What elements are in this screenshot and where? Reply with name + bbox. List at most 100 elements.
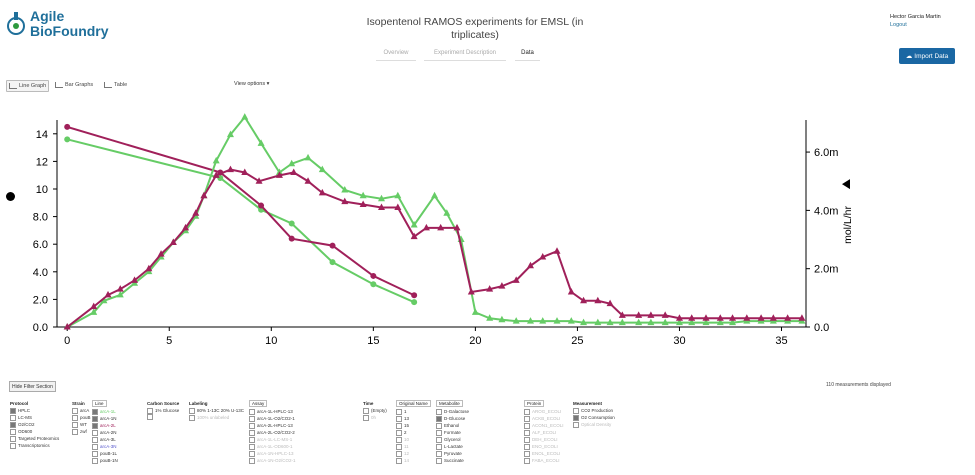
filter-item[interactable]: arcA-1L-LC-MS-1 [249, 436, 296, 443]
filter-item[interactable]: arcA-1N-O2/CO2-1 [249, 457, 296, 464]
checkbox[interactable] [436, 415, 442, 422]
checkbox[interactable] [92, 429, 98, 436]
filter-item[interactable]: Transcriptomics [10, 442, 59, 449]
tab-data[interactable]: Data [515, 50, 540, 61]
checkbox[interactable] [92, 443, 98, 450]
filter-item[interactable]: arcA-1L-O2/CO2-1 [249, 415, 296, 422]
checkbox[interactable] [436, 457, 442, 464]
checkbox[interactable] [249, 436, 255, 443]
filter-item[interactable]: (Empty) [363, 407, 387, 414]
filter-item[interactable]: arcA-2L-O2/CO2-2 [249, 429, 296, 436]
filter-item[interactable]: 15 [396, 422, 431, 429]
filter-column-title[interactable]: Assay [249, 400, 268, 407]
filter-item[interactable]: arcA-3L [92, 436, 118, 443]
filter-item[interactable]: arcA-2L [92, 422, 118, 429]
checkbox[interactable] [396, 429, 402, 436]
checkbox[interactable] [92, 450, 98, 457]
filter-item[interactable]: ACKB_ECOLI [524, 415, 564, 422]
filter-item[interactable]: Glycerol [436, 436, 469, 443]
filter-item[interactable]: CO2 Production [573, 407, 615, 414]
filter-item[interactable]: 12 [396, 450, 431, 457]
filter-item[interactable]: arcA-1N [92, 415, 118, 422]
filter-item[interactable]: L-Lactate [436, 443, 469, 450]
checkbox[interactable] [436, 443, 442, 450]
filter-item[interactable]: O2/CO2 [10, 421, 59, 428]
filter-item[interactable]: ACON1_ECOLI [524, 422, 564, 429]
tab-overview[interactable]: Overview [376, 50, 416, 61]
filter-column-title[interactable]: Original Name [396, 400, 431, 407]
checkbox[interactable] [436, 450, 442, 457]
checkbox[interactable] [92, 408, 98, 415]
filter-item[interactable]: WT [72, 421, 91, 428]
checkbox[interactable] [436, 436, 442, 443]
line-graph-button[interactable]: Line Graph [6, 80, 50, 92]
checkbox[interactable] [10, 435, 16, 442]
checkbox[interactable] [72, 414, 78, 421]
checkbox[interactable] [249, 408, 255, 415]
filter-item[interactable]: 14 [396, 457, 431, 464]
checkbox[interactable] [72, 421, 78, 428]
filter-item[interactable]: arcA-3N [92, 443, 118, 450]
checkbox[interactable] [147, 414, 153, 420]
filter-item[interactable]: 0h [363, 414, 387, 421]
filter-item[interactable]: Formate [436, 429, 469, 436]
checkbox[interactable] [396, 422, 402, 429]
checkbox[interactable] [573, 407, 579, 414]
checkbox[interactable] [249, 457, 255, 464]
checkbox[interactable] [524, 408, 530, 415]
checkbox[interactable] [396, 415, 402, 422]
checkbox[interactable] [524, 422, 530, 429]
filter-item[interactable]: Succinate [436, 457, 469, 464]
filter-item[interactable]: O2 Consumption [573, 414, 615, 421]
filter-item[interactable]: LC-MS [10, 414, 59, 421]
checkbox[interactable] [92, 457, 98, 464]
checkbox[interactable] [147, 407, 153, 414]
filter-item[interactable]: pouB-1N [92, 457, 118, 464]
checkbox[interactable] [249, 415, 255, 422]
filter-item[interactable]: 1% Glucose [147, 407, 179, 414]
filter-item[interactable]: AROG_ECOLI [524, 408, 564, 415]
checkbox[interactable] [396, 443, 402, 450]
checkbox[interactable] [189, 407, 195, 414]
filter-item[interactable]: 10 [396, 436, 431, 443]
filter-item[interactable]: 13 [396, 415, 431, 422]
filter-item[interactable]: D-Galactose [436, 408, 469, 415]
checkbox[interactable] [249, 450, 255, 457]
filter-item[interactable]: arcA-1N-HPLC-13 [249, 450, 296, 457]
checkbox[interactable] [10, 407, 16, 414]
filter-item[interactable] [147, 414, 179, 420]
filter-item[interactable]: arcA-2N [92, 429, 118, 436]
checkbox[interactable] [396, 436, 402, 443]
checkbox[interactable] [396, 450, 402, 457]
filter-item[interactable]: arcA-1L-OD600-1 [249, 443, 296, 450]
filter-item[interactable]: arcA-1L [92, 408, 118, 415]
checkbox[interactable] [436, 408, 442, 415]
filter-item[interactable]: Targeted Proteomics [10, 435, 59, 442]
checkbox[interactable] [436, 429, 442, 436]
filter-item[interactable]: D-Glucose [436, 415, 469, 422]
filter-item[interactable]: OD600 [10, 428, 59, 435]
checkbox[interactable] [249, 422, 255, 429]
checkbox[interactable] [524, 436, 530, 443]
filter-column-title[interactable]: Protein [524, 400, 545, 407]
checkbox[interactable] [92, 415, 98, 422]
filter-item[interactable]: arcA-2L-HPLC-13 [249, 422, 296, 429]
filter-item[interactable]: arcA-1L-HPLC-13 [249, 408, 296, 415]
checkbox[interactable] [363, 414, 369, 421]
filter-item[interactable]: arcA [72, 407, 91, 414]
checkbox[interactable] [92, 436, 98, 443]
filter-item[interactable]: Ethanol [436, 422, 469, 429]
checkbox[interactable] [72, 407, 78, 414]
checkbox[interactable] [573, 421, 579, 428]
filter-column-title[interactable]: Line [92, 400, 107, 407]
checkbox[interactable] [72, 428, 78, 435]
table-button[interactable]: Table [104, 80, 127, 90]
checkbox[interactable] [396, 408, 402, 415]
hide-filter-section-button[interactable]: Hide Filter Section [9, 381, 56, 392]
checkbox[interactable] [189, 414, 195, 421]
filter-item[interactable]: DEH_ECOLI [524, 436, 564, 443]
checkbox[interactable] [10, 428, 16, 435]
filter-item[interactable]: 11 [396, 443, 431, 450]
filter-item[interactable]: pouB-1L [92, 450, 118, 457]
checkbox[interactable] [92, 422, 98, 429]
